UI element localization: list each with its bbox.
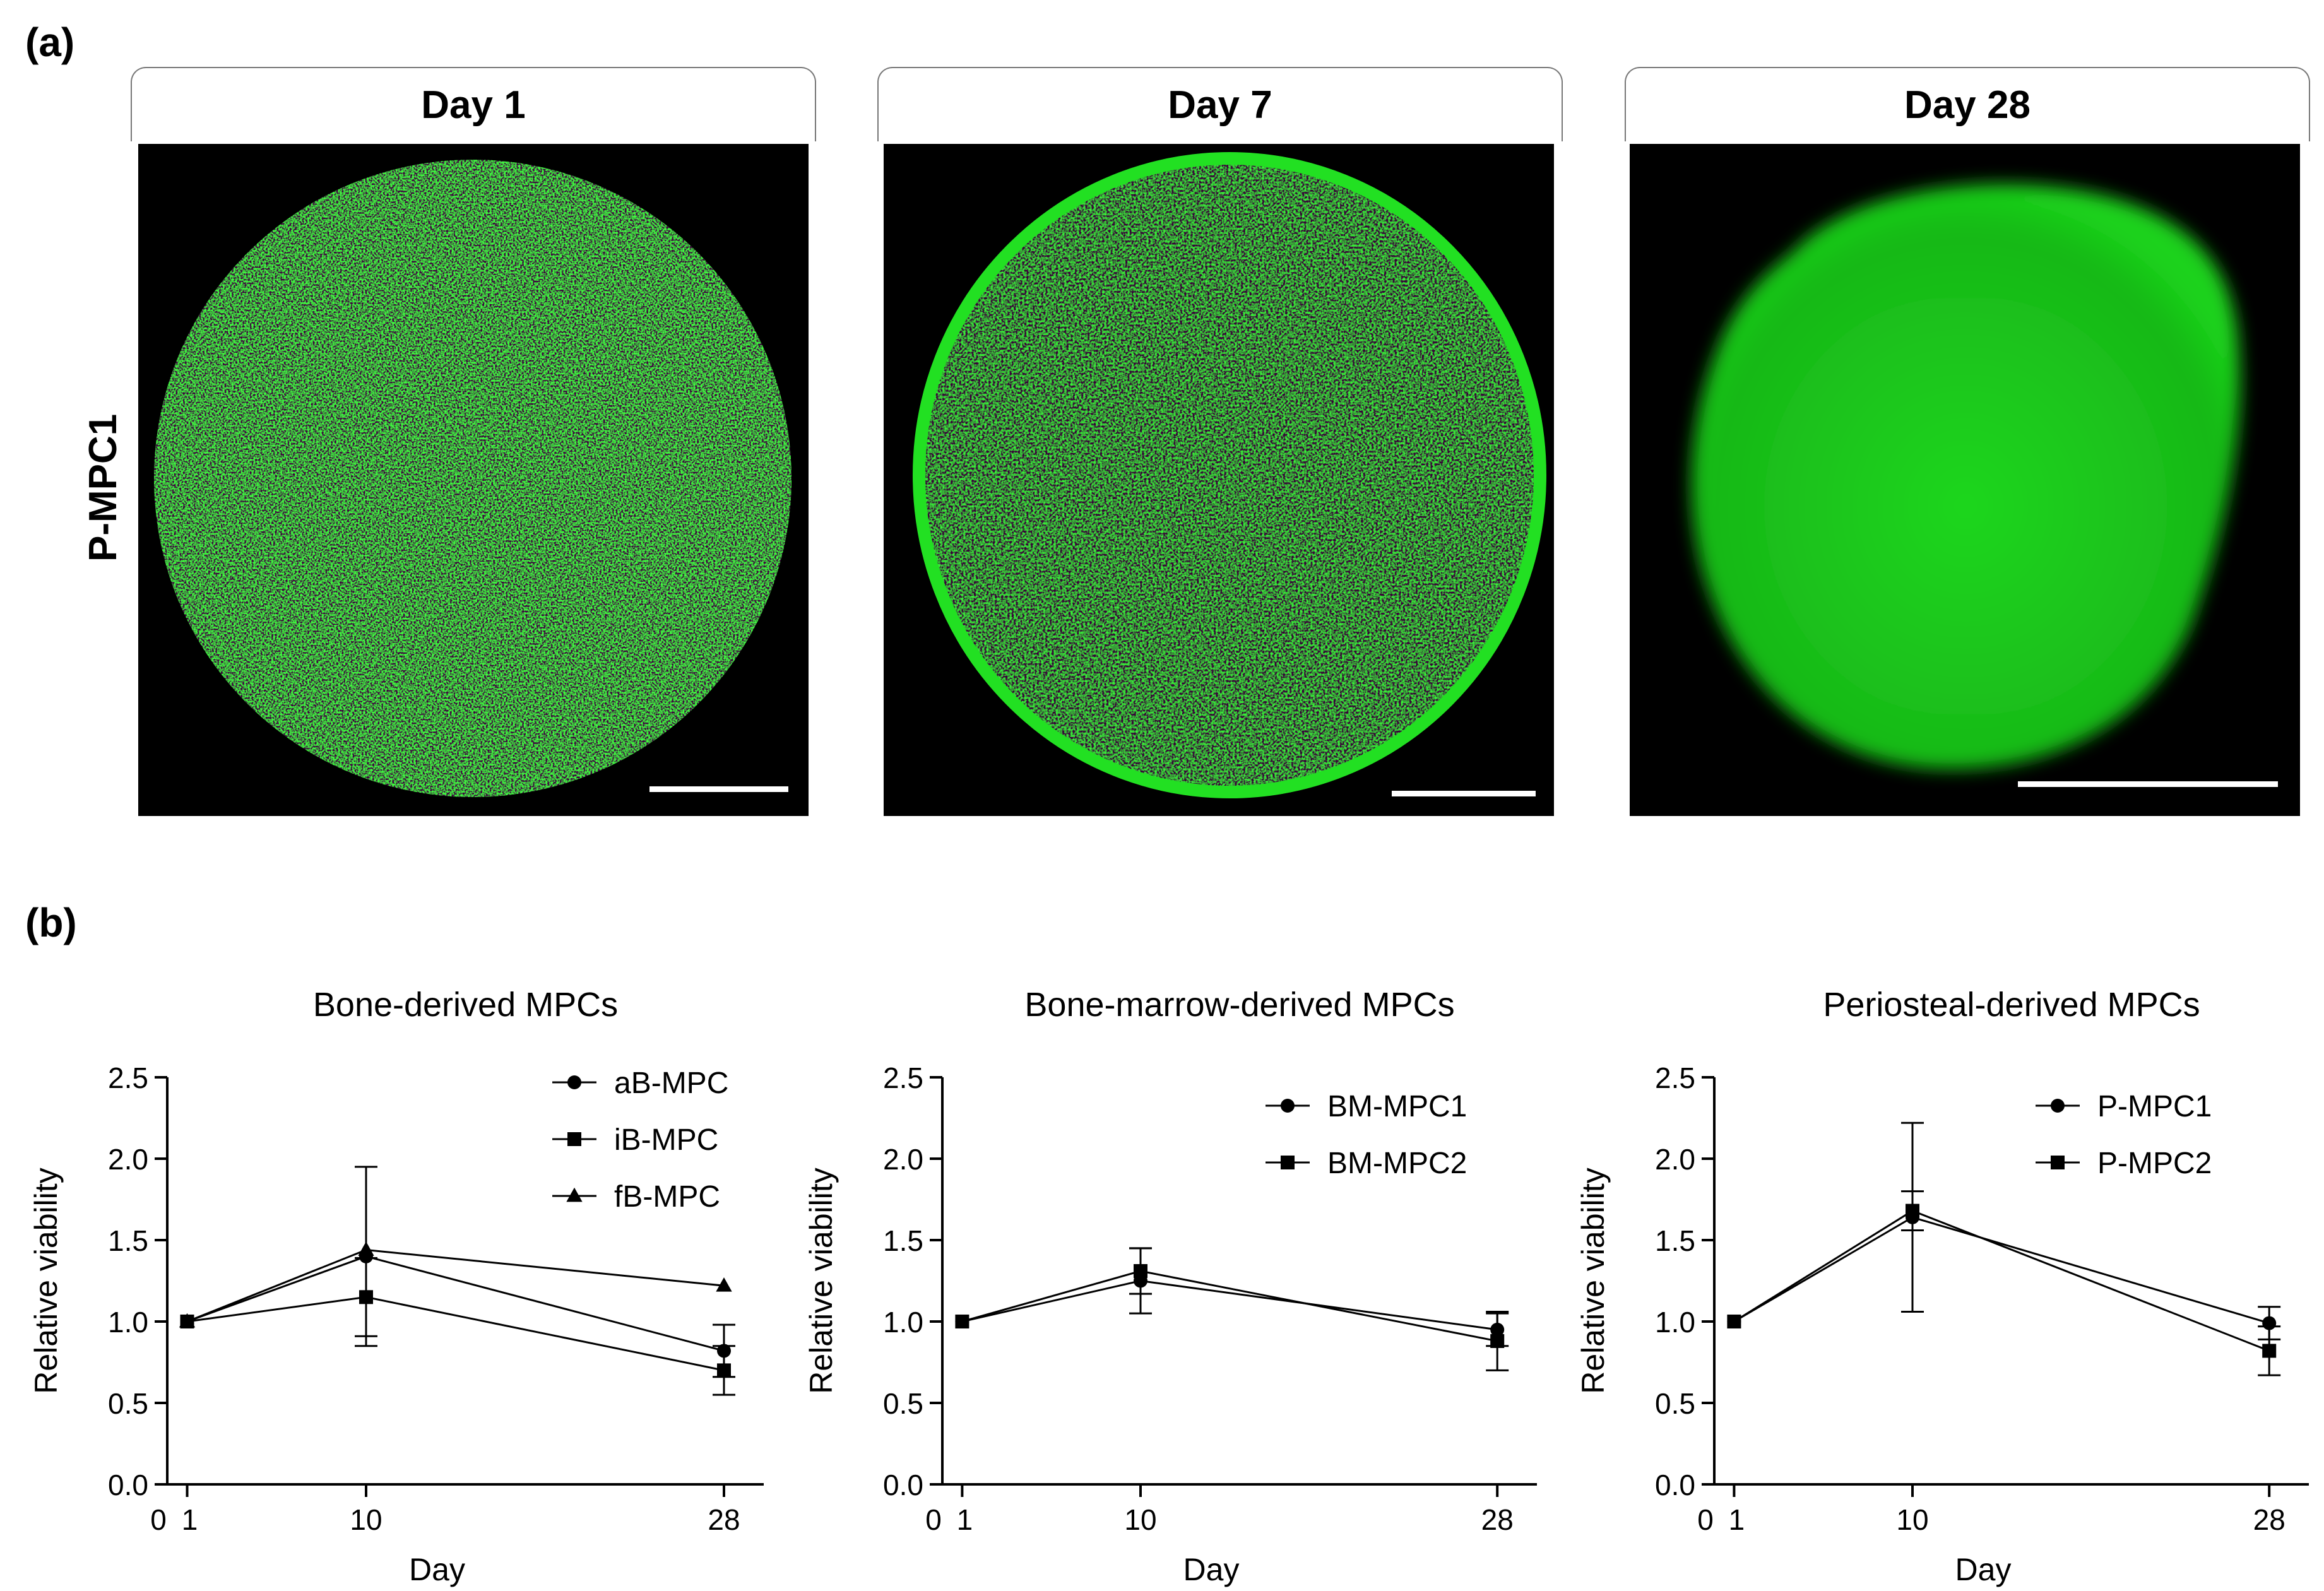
- x-axis-label: Day: [409, 1552, 465, 1587]
- chart-title: Bone-marrow-derived MPCs: [1024, 986, 1454, 1024]
- x-tick-label: 1: [957, 1503, 973, 1536]
- micrograph-day-7: [884, 144, 1554, 816]
- y-tick-label: 2.0: [883, 1143, 923, 1176]
- x-tick-label: 0: [150, 1503, 167, 1536]
- series-BM-MPC2: [955, 1247, 1509, 1371]
- scale-bar: [1392, 791, 1536, 796]
- y-axis-label: Relative viability: [1575, 1168, 1611, 1393]
- series-line: [186, 1255, 725, 1352]
- y-tick-label: 0.5: [108, 1387, 148, 1420]
- data-point: [1134, 1264, 1147, 1279]
- series-fB-MPC: [179, 1241, 732, 1328]
- data-point: [358, 1241, 374, 1256]
- data-point: [2262, 1344, 2277, 1358]
- y-tick-label: 1.5: [1655, 1224, 1695, 1257]
- data-point: [955, 1315, 969, 1328]
- scale-bar: [649, 786, 788, 792]
- x-axis-label: Day: [1183, 1552, 1240, 1587]
- y-axis-label: Relative viability: [28, 1168, 64, 1393]
- legend-marker: [1281, 1099, 1295, 1113]
- tab-day-7: Day 7: [877, 67, 1563, 141]
- y-tick-label: 1.0: [1655, 1306, 1695, 1339]
- legend-label: aB-MPC: [614, 1067, 728, 1100]
- legend-item: BM-MPC2: [1266, 1147, 1467, 1180]
- legend-label: P-MPC1: [2097, 1090, 2212, 1123]
- y-tick-label: 0.5: [883, 1387, 923, 1420]
- legend-marker: [566, 1187, 583, 1202]
- data-point: [1727, 1315, 1741, 1328]
- legend-marker: [1281, 1156, 1295, 1169]
- legend-marker: [567, 1132, 581, 1146]
- x-tick-label: 10: [1896, 1503, 1928, 1536]
- x-tick-label: 10: [1124, 1503, 1156, 1536]
- y-tick-label: 0.5: [1655, 1387, 1695, 1420]
- y-tick-label: 2.0: [108, 1143, 148, 1176]
- data-point: [179, 1313, 196, 1328]
- legend-marker: [2051, 1099, 2065, 1113]
- y-tick-label: 2.5: [108, 1062, 148, 1094]
- series-BM-MPC1: [955, 1247, 1509, 1347]
- series-P-MPC2: [1727, 1190, 2281, 1376]
- legend-label: P-MPC2: [2097, 1147, 2212, 1180]
- tab-day-1: Day 1: [131, 67, 816, 141]
- data-point: [716, 1277, 732, 1292]
- scale-bar: [2018, 781, 2278, 787]
- y-tick-label: 2.5: [1655, 1062, 1695, 1094]
- x-tick-label: 1: [182, 1503, 198, 1536]
- x-tick-label: 10: [350, 1503, 382, 1536]
- data-point: [1490, 1334, 1505, 1348]
- legend-label: BM-MPC2: [1327, 1147, 1467, 1180]
- row-label: P-MPC1: [81, 413, 125, 562]
- y-tick-label: 0.0: [1655, 1469, 1695, 1501]
- micrograph-day-1: [138, 144, 809, 816]
- x-tick-label: 0: [925, 1503, 942, 1536]
- chart-title: Periosteal-derived MPCs: [1823, 986, 2200, 1024]
- x-tick-label: 1: [1729, 1503, 1745, 1536]
- x-tick-label: 28: [1481, 1503, 1514, 1536]
- y-tick-label: 2.5: [883, 1062, 923, 1094]
- legend-item: iB-MPC: [552, 1123, 718, 1157]
- y-tick-label: 1.0: [883, 1306, 923, 1339]
- chart-1: Bone-derived MPCs 0.0 0.5 1.0 1.5 2.0 2.5 0 1 10 2…: [28, 986, 764, 1587]
- data-point: [359, 1290, 373, 1304]
- chart-title: Bone-derived MPCs: [313, 986, 618, 1024]
- panel-a-label: (a): [25, 20, 75, 65]
- y-tick-label: 1.5: [108, 1224, 148, 1257]
- chart-2: Bone-marrow-derived MPCs 0.0 0.5 1.0 1.5 2.0 2…: [803, 986, 1537, 1587]
- y-tick-label: 2.0: [1655, 1143, 1695, 1176]
- series-line: [1733, 1216, 2270, 1325]
- micrograph-day-28: [1630, 144, 2300, 816]
- legend-label: fB-MPC: [614, 1180, 720, 1214]
- legend-label: iB-MPC: [614, 1123, 718, 1157]
- chart-3: Periosteal-derived MPCs 0.0 0.5 1.0 1.5 2.0 2.…: [1575, 986, 2309, 1587]
- legend-label: BM-MPC1: [1327, 1090, 1467, 1123]
- y-tick-label: 1.5: [883, 1224, 923, 1257]
- series-line: [1733, 1209, 2270, 1352]
- legend-item: fB-MPC: [552, 1180, 720, 1214]
- x-tick-label: 28: [708, 1503, 740, 1536]
- legend-item: P-MPC1: [2036, 1090, 2212, 1123]
- data-point: [1906, 1204, 1919, 1218]
- y-axis-label: Relative viability: [803, 1168, 839, 1393]
- y-tick-label: 0.0: [883, 1469, 923, 1501]
- legend-marker: [567, 1075, 581, 1089]
- series-line: [187, 1296, 725, 1371]
- legend-item: aB-MPC: [552, 1067, 728, 1100]
- panel-b-label: (b): [25, 900, 77, 945]
- x-tick-label: 0: [1697, 1503, 1714, 1536]
- data-point: [717, 1363, 731, 1378]
- x-axis-label: Day: [1955, 1552, 2012, 1587]
- legend-marker: [2051, 1156, 2065, 1169]
- y-tick-label: 0.0: [108, 1469, 148, 1501]
- legend-item: P-MPC2: [2036, 1147, 2212, 1180]
- x-tick-label: 28: [2253, 1503, 2285, 1536]
- series-line: [961, 1270, 1498, 1342]
- y-tick-label: 1.0: [108, 1306, 148, 1339]
- legend-item: BM-MPC1: [1266, 1090, 1467, 1123]
- tab-day-28: Day 28: [1625, 67, 2310, 141]
